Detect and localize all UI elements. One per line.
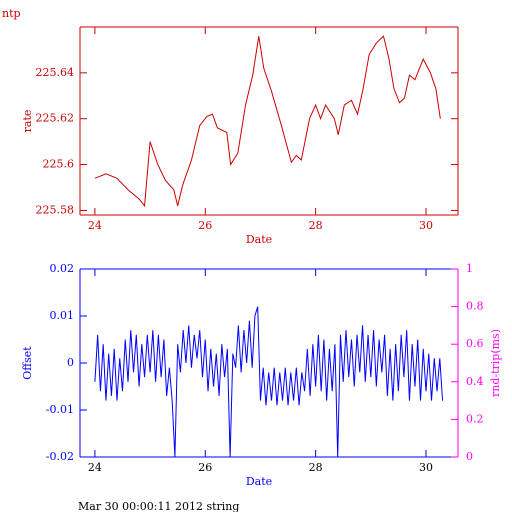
y2-tick-label: 0 — [466, 450, 473, 463]
y-tick-label: -0.02 — [46, 450, 74, 463]
y-tick-label: 0.02 — [50, 262, 75, 275]
y2-tick-label: 0.2 — [466, 412, 484, 425]
y2-tick-label: 0.6 — [466, 337, 484, 350]
y-tick-label: -0.01 — [46, 403, 74, 416]
x-tick-label: 28 — [309, 461, 323, 474]
data-line — [94, 306, 444, 458]
x-axis-label: Date — [246, 233, 272, 246]
x-tick-label: 30 — [419, 461, 433, 474]
chart-title: ntp — [2, 7, 21, 20]
x-tick-label: 24 — [88, 219, 102, 232]
x-tick-label: 30 — [419, 219, 433, 232]
x-tick-label: 26 — [198, 461, 212, 474]
y-tick-label: 225.62 — [36, 112, 75, 125]
y-axis-label: Offset — [21, 346, 34, 380]
y-tick-label: 0.01 — [50, 309, 75, 322]
x-tick-label: 26 — [198, 219, 212, 232]
y-tick-label: 0 — [67, 356, 74, 369]
x-axis-label: Date — [246, 475, 272, 488]
y2-tick-label: 0.8 — [466, 300, 484, 313]
y-axis-label: rate — [21, 110, 34, 133]
y-tick-label: 225.58 — [36, 203, 75, 216]
footer: Mar 30 00:00:11 2012 string — [78, 500, 239, 512]
y2-tick-label: 1 — [466, 262, 473, 275]
y-tick-label: 225.6 — [43, 158, 75, 171]
y2-tick-label: 0.4 — [466, 375, 484, 388]
x-tick-label: 24 — [88, 461, 102, 474]
y-tick-label: 225.64 — [36, 66, 75, 79]
y2-axis-label: rnd-trip(ms) — [489, 329, 502, 397]
data-line — [94, 35, 441, 208]
x-tick-label: 28 — [309, 219, 323, 232]
